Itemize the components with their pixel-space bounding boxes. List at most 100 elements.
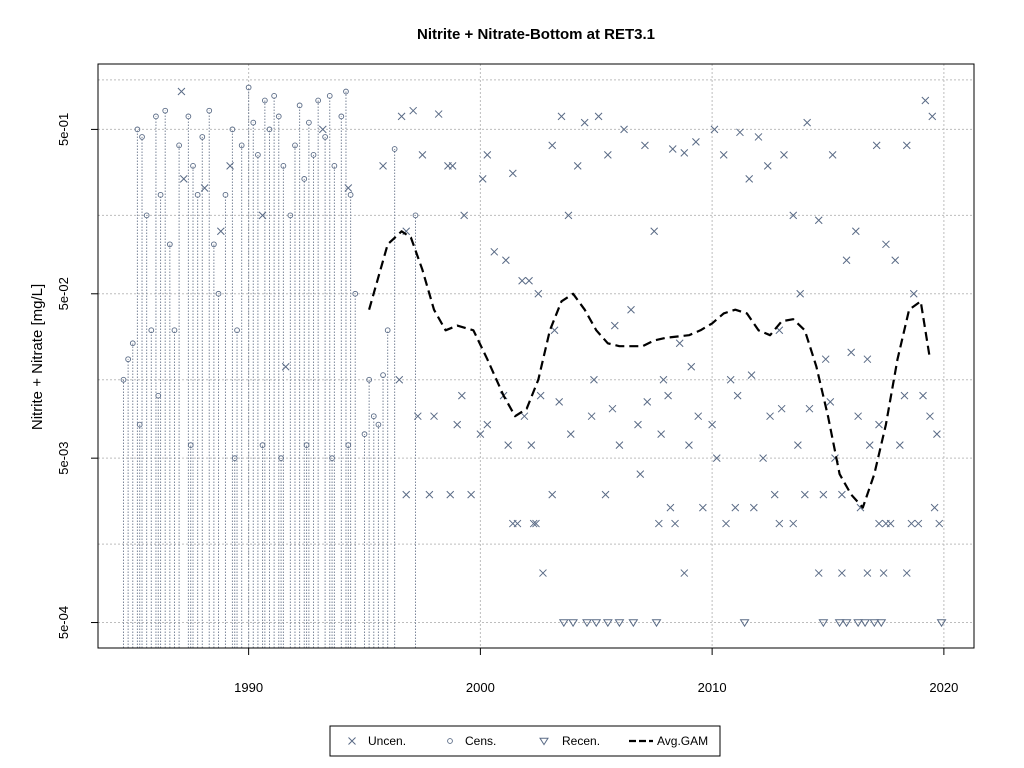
uncensored-point	[409, 106, 418, 115]
uncensored-point	[413, 412, 422, 421]
recensored-point	[602, 619, 613, 628]
uncensored-point	[536, 391, 545, 400]
uncensored-point	[770, 490, 779, 499]
uncensored-point	[838, 490, 846, 499]
uncensored-point	[179, 175, 188, 183]
uncensored-point	[636, 470, 645, 478]
censored-point	[262, 97, 268, 104]
uncensored-point	[745, 175, 754, 183]
uncensored-point	[650, 227, 659, 236]
uncensored-point	[763, 162, 772, 170]
uncensored-point	[685, 441, 693, 450]
censored-point	[391, 146, 398, 152]
uncensored-point	[805, 404, 814, 413]
uncensored-point	[935, 519, 944, 528]
censored-point	[347, 191, 354, 198]
uncensored-point	[467, 490, 475, 499]
uncensored-point	[814, 569, 823, 577]
uncensored-point	[819, 490, 828, 499]
uncensored-point	[731, 503, 740, 512]
uncensored-point	[680, 149, 689, 157]
censored-point	[375, 421, 382, 428]
legend-label: Cens.	[465, 734, 496, 748]
recensored-point	[936, 619, 947, 628]
uncensored-point	[803, 118, 811, 127]
uncensored-point	[657, 430, 665, 438]
uncensored-point	[747, 371, 756, 379]
uncensored-point	[780, 151, 788, 159]
censored-point	[259, 442, 266, 448]
uncensored-point	[919, 391, 927, 400]
uncensored-point	[680, 569, 689, 577]
uncensored-point	[796, 289, 805, 298]
censored-point	[361, 431, 368, 437]
uncensored-point	[610, 321, 619, 330]
uncensored-point	[555, 398, 564, 406]
uncensored-point	[539, 569, 547, 577]
uncensored-point	[627, 305, 635, 314]
uncensored-point	[478, 175, 487, 183]
censored-point	[139, 134, 145, 140]
censored-point	[166, 241, 173, 248]
censored-point	[380, 372, 386, 378]
censored-point	[157, 191, 164, 198]
uncensored-point	[733, 391, 742, 400]
recensored-point	[869, 619, 880, 628]
uncensored-point	[573, 162, 582, 170]
uncensored-point	[348, 737, 356, 745]
uncensored-point	[902, 141, 911, 150]
uncensored-point	[457, 391, 466, 400]
x-tick-label: 1990	[234, 680, 263, 695]
legend-label: Uncen.	[368, 734, 406, 748]
censored-point	[292, 142, 298, 149]
uncensored-point	[879, 569, 888, 577]
uncensored-point	[668, 145, 677, 153]
uncensored-point	[532, 519, 540, 528]
recensored-point	[651, 619, 662, 628]
censored-point	[322, 134, 328, 140]
uncensored-point	[921, 96, 930, 105]
uncensored-point	[759, 454, 767, 463]
uncensored-point	[281, 362, 290, 371]
y-tick-label: 5e-04	[56, 606, 71, 639]
recensored-point	[834, 619, 845, 628]
y-axis: 5e-04 5e-03 5e-02 5e-01	[56, 113, 99, 639]
censored-point	[215, 290, 222, 297]
y-tick-label: 5e-02	[56, 277, 71, 310]
uncensored-point	[548, 141, 557, 150]
legend-box	[329, 725, 721, 757]
recensored-point	[582, 619, 592, 628]
uncensored-point	[620, 125, 628, 134]
uncensored-point	[777, 404, 786, 413]
uncensored-point	[490, 247, 499, 256]
uncensored-point	[664, 391, 672, 400]
censored-point	[153, 113, 159, 120]
censored-point	[255, 152, 261, 158]
censored-point	[194, 191, 201, 198]
recensored-point	[860, 619, 870, 628]
uncensored-point	[418, 151, 427, 159]
uncensored-point	[722, 519, 730, 528]
uncensored-point	[587, 412, 596, 421]
uncensored-point	[872, 141, 881, 150]
uncensored-point	[909, 289, 918, 298]
censored-point	[222, 191, 229, 198]
censored-point	[412, 212, 419, 219]
censored-point	[287, 212, 294, 219]
x-axis: 1990 2000 2010 2020	[234, 647, 958, 695]
uncensored-point	[666, 503, 675, 512]
uncensored-point	[821, 355, 830, 364]
uncensored-point	[453, 420, 462, 429]
gam-line	[368, 230, 932, 509]
uncensored-point	[550, 326, 559, 335]
x-tick-label: 2000	[466, 680, 495, 695]
uncensored-point	[557, 112, 566, 121]
censored-point	[187, 442, 194, 448]
uncensored-point	[534, 289, 543, 298]
uncensored-point	[930, 503, 939, 512]
censored-point	[155, 392, 162, 399]
legend: Uncen. Cens. Recen. Avg.GAM	[329, 725, 721, 757]
uncensored-point	[926, 412, 934, 421]
uncensored-point	[814, 216, 823, 225]
censored-point	[238, 142, 245, 149]
